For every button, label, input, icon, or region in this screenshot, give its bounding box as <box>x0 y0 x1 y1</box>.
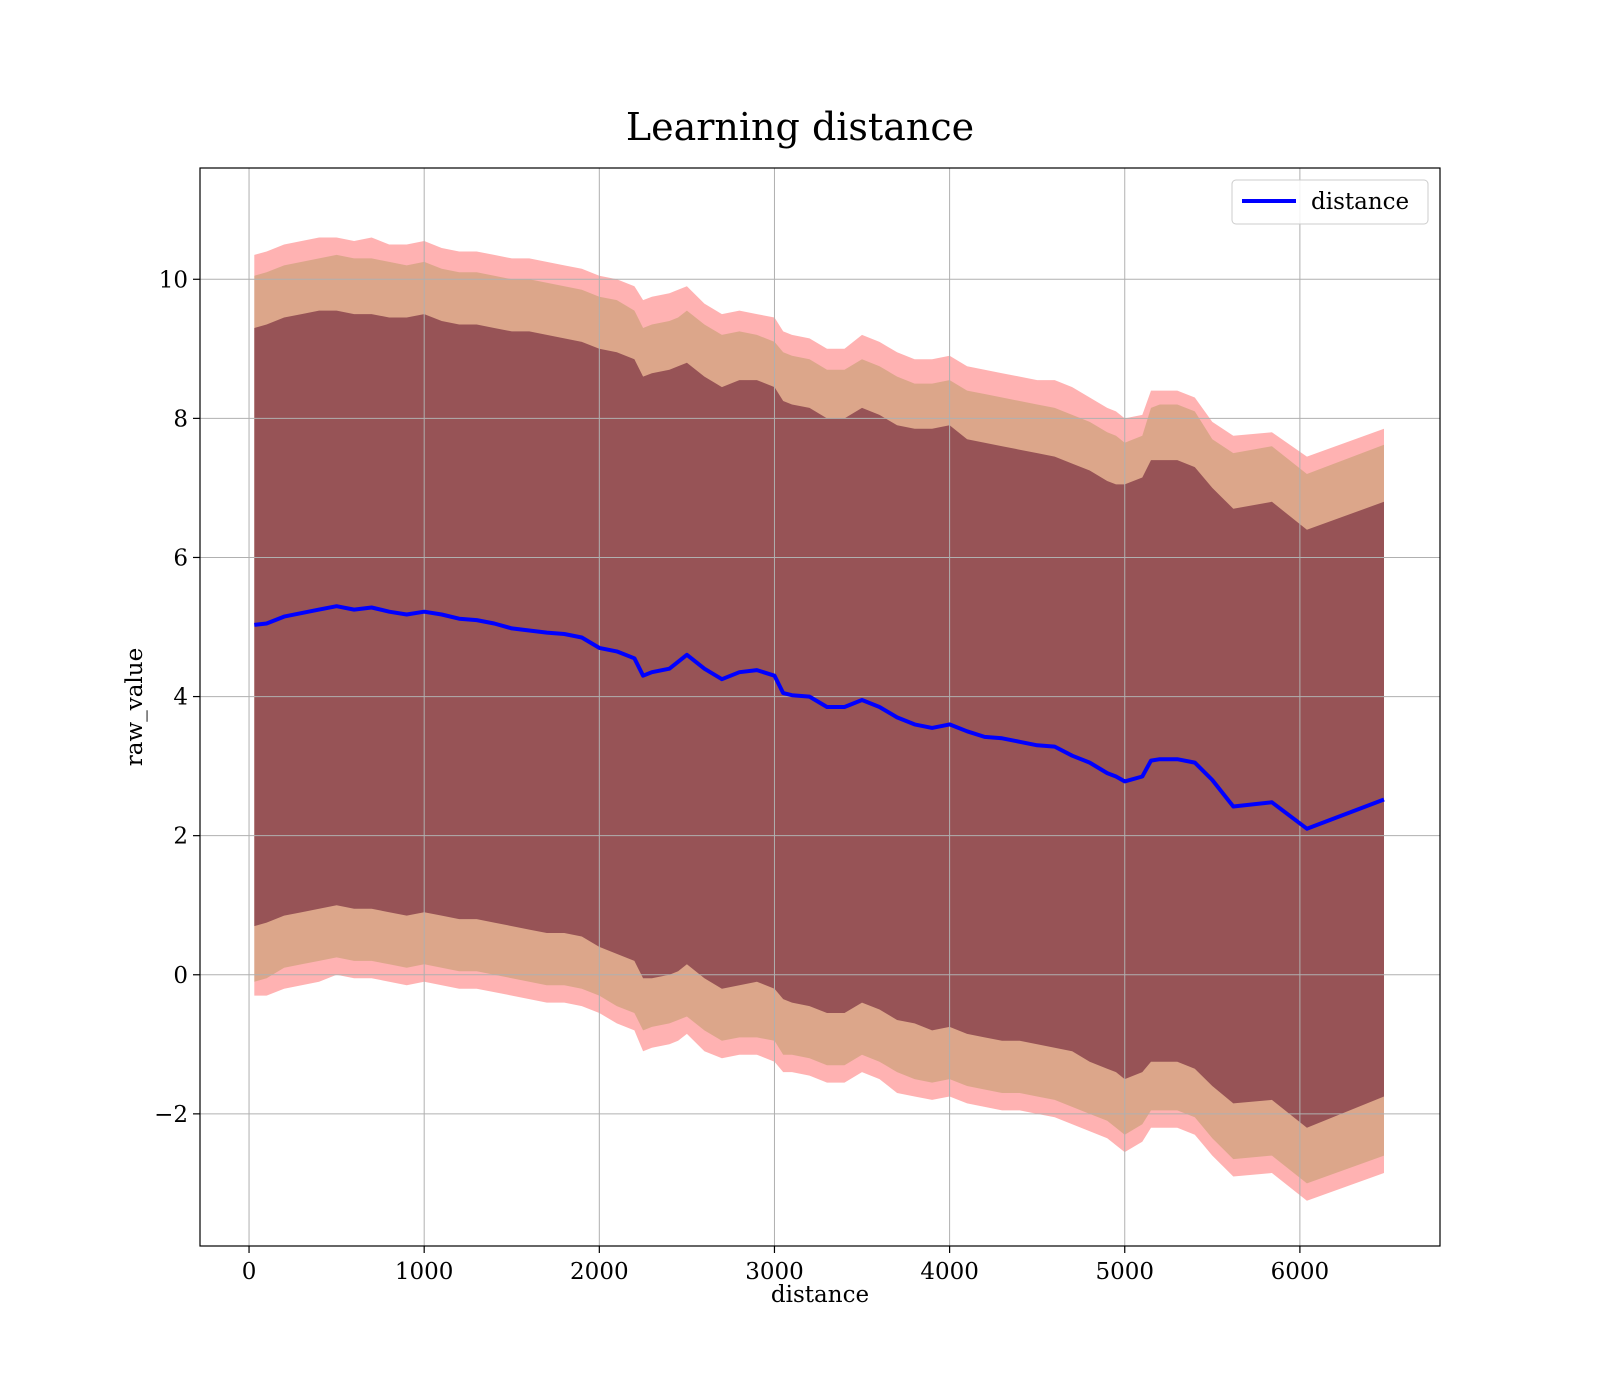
series-line-distance <box>254 604 1385 831</box>
legend-box <box>1231 179 1429 225</box>
band-3 <box>254 310 1384 1128</box>
confidence-bands <box>254 237 1384 1201</box>
x-tick-label: 0 <box>242 1259 257 1285</box>
x-axis-ticks: 0 1000 2000 3000 4000 5000 6000 <box>242 1246 1329 1285</box>
x-tick-label: 2000 <box>570 1259 629 1285</box>
y-tick-label: 4 <box>173 685 188 711</box>
x-tick-label: 5000 <box>1095 1259 1154 1285</box>
y-axis-ticks: −2 0 2 4 6 8 10 <box>154 267 200 1128</box>
x-tick-label: 6000 <box>1271 1259 1330 1285</box>
y-tick-label: 8 <box>173 406 188 432</box>
y-tick-label: 2 <box>173 824 188 850</box>
legend-label: distance <box>1311 189 1409 215</box>
y-tick-label: 0 <box>173 963 188 989</box>
x-tick-label: 3000 <box>745 1259 804 1285</box>
x-axis-label: distance <box>771 1282 869 1308</box>
x-tick-label: 4000 <box>920 1259 979 1285</box>
legend: distance <box>1231 179 1429 225</box>
y-axis-label: raw_value <box>122 648 148 766</box>
plot-frame <box>199 167 1441 1247</box>
grid-lines <box>200 168 1440 1246</box>
y-tick-label: −2 <box>154 1102 188 1128</box>
series-lines <box>254 604 1385 831</box>
chart-title: Learning distance <box>626 105 974 149</box>
y-tick-label: 6 <box>173 545 188 571</box>
y-tick-label: 10 <box>159 267 188 293</box>
x-tick-label: 1000 <box>395 1259 454 1285</box>
